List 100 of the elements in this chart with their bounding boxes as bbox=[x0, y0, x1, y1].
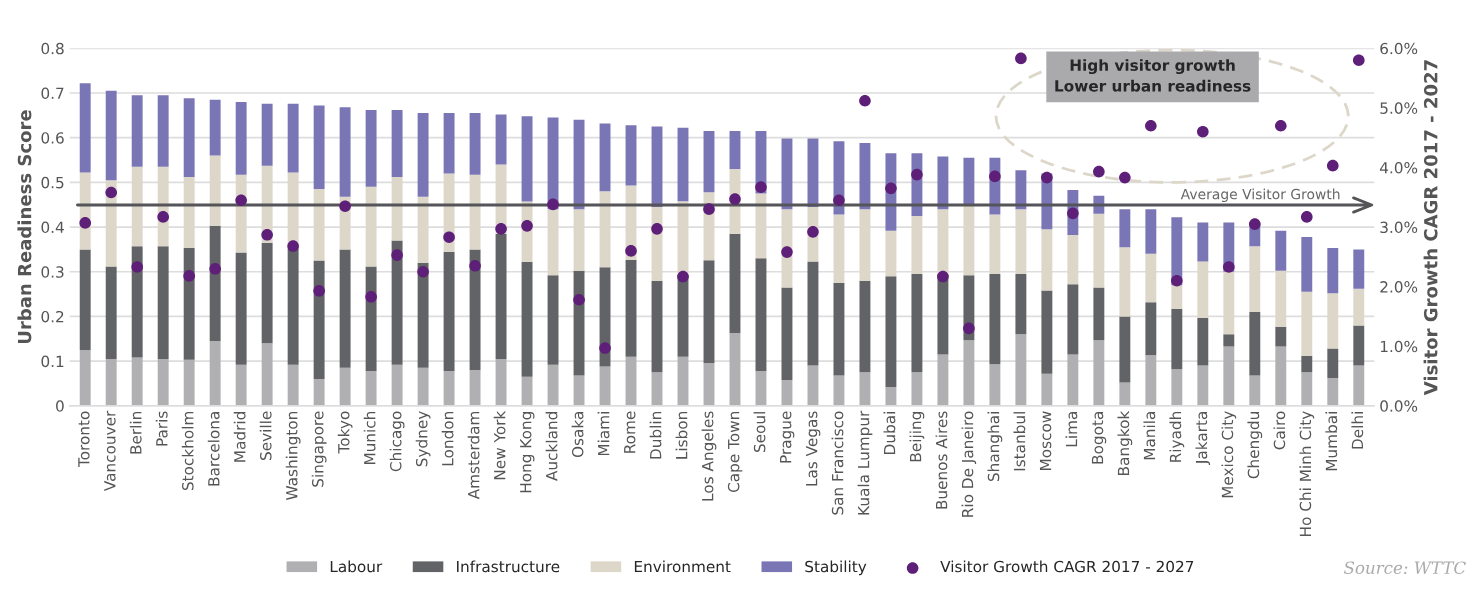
y-tick-label: 0 bbox=[56, 400, 64, 412]
x-tick-label: Cape Town bbox=[727, 411, 743, 493]
bar bbox=[885, 230, 897, 277]
point bbox=[547, 198, 559, 211]
y-tick-label: 0.8 bbox=[41, 42, 64, 55]
y-tick-label: 0.5 bbox=[41, 176, 64, 189]
bar bbox=[1301, 291, 1313, 356]
bar bbox=[651, 372, 663, 406]
point bbox=[1274, 119, 1287, 132]
bar bbox=[1041, 373, 1053, 406]
bar bbox=[1275, 346, 1287, 406]
bar bbox=[729, 332, 741, 406]
bar bbox=[313, 189, 325, 261]
bar bbox=[1119, 209, 1131, 248]
point bbox=[1197, 125, 1209, 138]
point bbox=[1015, 52, 1027, 65]
bar bbox=[209, 99, 221, 156]
point bbox=[989, 170, 1001, 183]
x-tick-label: Chicago bbox=[389, 411, 405, 472]
bar bbox=[287, 364, 299, 406]
bar bbox=[131, 357, 143, 406]
bar bbox=[1249, 246, 1261, 312]
bar bbox=[261, 242, 273, 344]
x-tick-label: London bbox=[441, 411, 454, 466]
point bbox=[781, 246, 793, 258]
x-tick-label: Barcelona bbox=[207, 412, 220, 486]
bar bbox=[209, 225, 221, 342]
bar bbox=[625, 259, 637, 357]
point bbox=[1171, 274, 1183, 287]
x-tick-label: Vancouver bbox=[104, 410, 116, 492]
point bbox=[235, 194, 247, 207]
x-tick-label: Washington bbox=[285, 411, 301, 500]
bar bbox=[1145, 253, 1157, 303]
x-tick-label: Moscow bbox=[1039, 411, 1052, 470]
bar bbox=[1067, 235, 1079, 285]
bar bbox=[989, 364, 1001, 406]
bar bbox=[469, 113, 481, 175]
bar bbox=[1067, 354, 1079, 406]
x-tick-label: Paris bbox=[155, 411, 168, 446]
bar bbox=[1223, 271, 1235, 335]
x-tick-label: Kuala Lumpur bbox=[857, 410, 873, 515]
legend-label: Infrastructure bbox=[457, 560, 560, 573]
point bbox=[573, 293, 585, 306]
point bbox=[859, 94, 871, 107]
y2-tick-label: 1.0% bbox=[1380, 340, 1418, 353]
bar bbox=[1145, 355, 1157, 406]
y2-tick-label: 0.0% bbox=[1380, 400, 1418, 412]
x-tick-label: Bogota bbox=[1091, 412, 1107, 464]
bar bbox=[599, 123, 611, 192]
y-tick-label: 0.6 bbox=[41, 132, 64, 144]
bar bbox=[105, 358, 117, 406]
x-tick-label: Shanghai bbox=[987, 412, 1003, 482]
x-tick-label: Singapore bbox=[311, 411, 327, 487]
bar bbox=[313, 105, 325, 190]
bar bbox=[1093, 340, 1105, 406]
bar bbox=[261, 103, 273, 166]
bar bbox=[1353, 365, 1365, 406]
annotation: High visitor growth Lower urban readiness bbox=[1055, 59, 1251, 92]
bar bbox=[1067, 284, 1079, 355]
x-tick-label: Hong Kong bbox=[520, 412, 535, 493]
point bbox=[1223, 261, 1235, 273]
bar bbox=[703, 130, 715, 193]
point bbox=[599, 342, 611, 354]
x-tick-label: San Francisco bbox=[831, 411, 844, 515]
x-tick-label: Seville bbox=[259, 411, 272, 460]
bar bbox=[963, 204, 975, 276]
point bbox=[469, 259, 481, 272]
bar bbox=[573, 209, 585, 271]
bar bbox=[1275, 230, 1287, 271]
point bbox=[261, 229, 273, 241]
bar bbox=[1223, 334, 1235, 347]
legend-label: Labour bbox=[330, 560, 383, 573]
y2-tick-label: 6.0% bbox=[1380, 42, 1418, 55]
bar bbox=[209, 341, 221, 406]
bar bbox=[885, 276, 897, 388]
bar bbox=[1249, 375, 1261, 406]
point bbox=[755, 181, 767, 193]
point bbox=[1300, 211, 1313, 223]
x-tick-label: Ho Chi Minh City bbox=[1299, 411, 1315, 536]
bar bbox=[365, 109, 377, 187]
point bbox=[703, 203, 715, 215]
bar bbox=[1301, 236, 1313, 292]
bar bbox=[1119, 382, 1131, 406]
bar bbox=[1301, 355, 1313, 373]
bar bbox=[573, 375, 585, 406]
point bbox=[339, 200, 351, 213]
y2-tick-label: 2.0% bbox=[1380, 281, 1418, 293]
bar bbox=[937, 354, 949, 406]
bar bbox=[417, 196, 429, 263]
bar bbox=[365, 370, 377, 406]
bar bbox=[131, 166, 143, 247]
y2-tick-label: 5.0% bbox=[1380, 102, 1418, 114]
bar bbox=[339, 367, 351, 406]
x-tick-label: Prague bbox=[780, 411, 795, 463]
bar bbox=[807, 365, 819, 406]
point bbox=[1041, 171, 1053, 184]
bar bbox=[443, 251, 455, 371]
point bbox=[495, 223, 507, 235]
bar bbox=[781, 287, 793, 380]
bar bbox=[469, 249, 481, 371]
